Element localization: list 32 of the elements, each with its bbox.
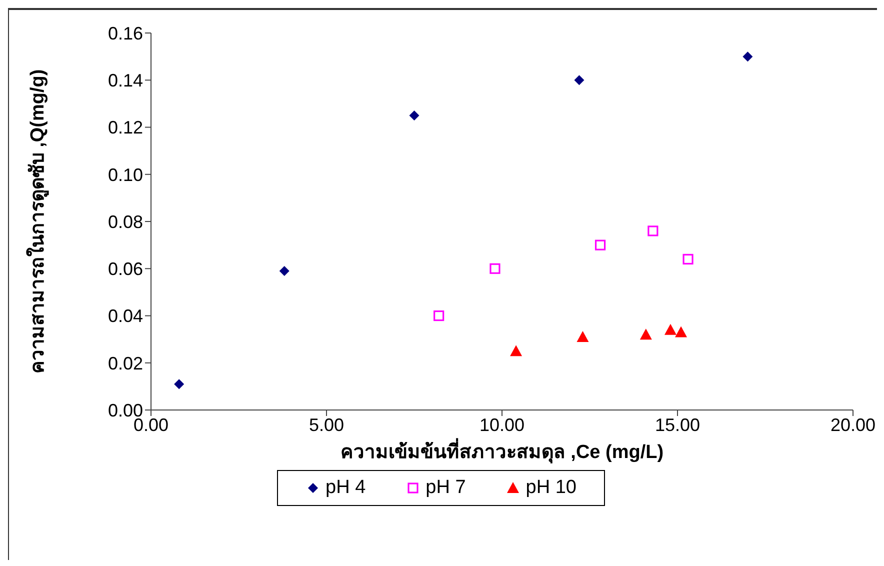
point (675, 326, 688, 338)
point (640, 328, 652, 340)
point (409, 110, 420, 120)
y-tick-label: 0.12 (108, 118, 143, 138)
y-tick-label: 0.14 (108, 70, 143, 91)
x-tick-label: 15.00 (654, 414, 700, 435)
y-tick-label: 0.06 (108, 259, 143, 280)
y-tick-label: 0.16 (108, 23, 143, 44)
legend-label: pH 4 (326, 477, 366, 499)
x-tick-label: 20.00 (830, 414, 876, 435)
point (174, 379, 184, 390)
y-tick-label: 0.02 (108, 353, 143, 374)
point (742, 52, 753, 62)
x-axis-title: ความเข้มข้นที่สภาวะสมดุล ,Ce (mg/L) (340, 438, 664, 464)
point (434, 310, 444, 322)
point (510, 345, 522, 356)
point (279, 266, 290, 276)
point (648, 226, 658, 236)
legend-label: pH 7 (426, 477, 466, 499)
x-tick-label: 10.00 (479, 414, 525, 435)
y-axis-title: ความสามารถในการดูดซับ ,Q(mg/g) (26, 69, 50, 374)
y-tick-label: 0.08 (108, 212, 143, 232)
y-tick-label: 0.04 (108, 306, 143, 326)
point (594, 240, 606, 250)
point (576, 330, 589, 342)
point (574, 75, 584, 86)
point (664, 324, 676, 335)
legend-label: pH 10 (526, 477, 576, 499)
point (682, 254, 694, 264)
x-tick-label: 5.00 (308, 414, 344, 435)
point (490, 263, 500, 274)
y-tick-label: 0.10 (108, 164, 143, 185)
